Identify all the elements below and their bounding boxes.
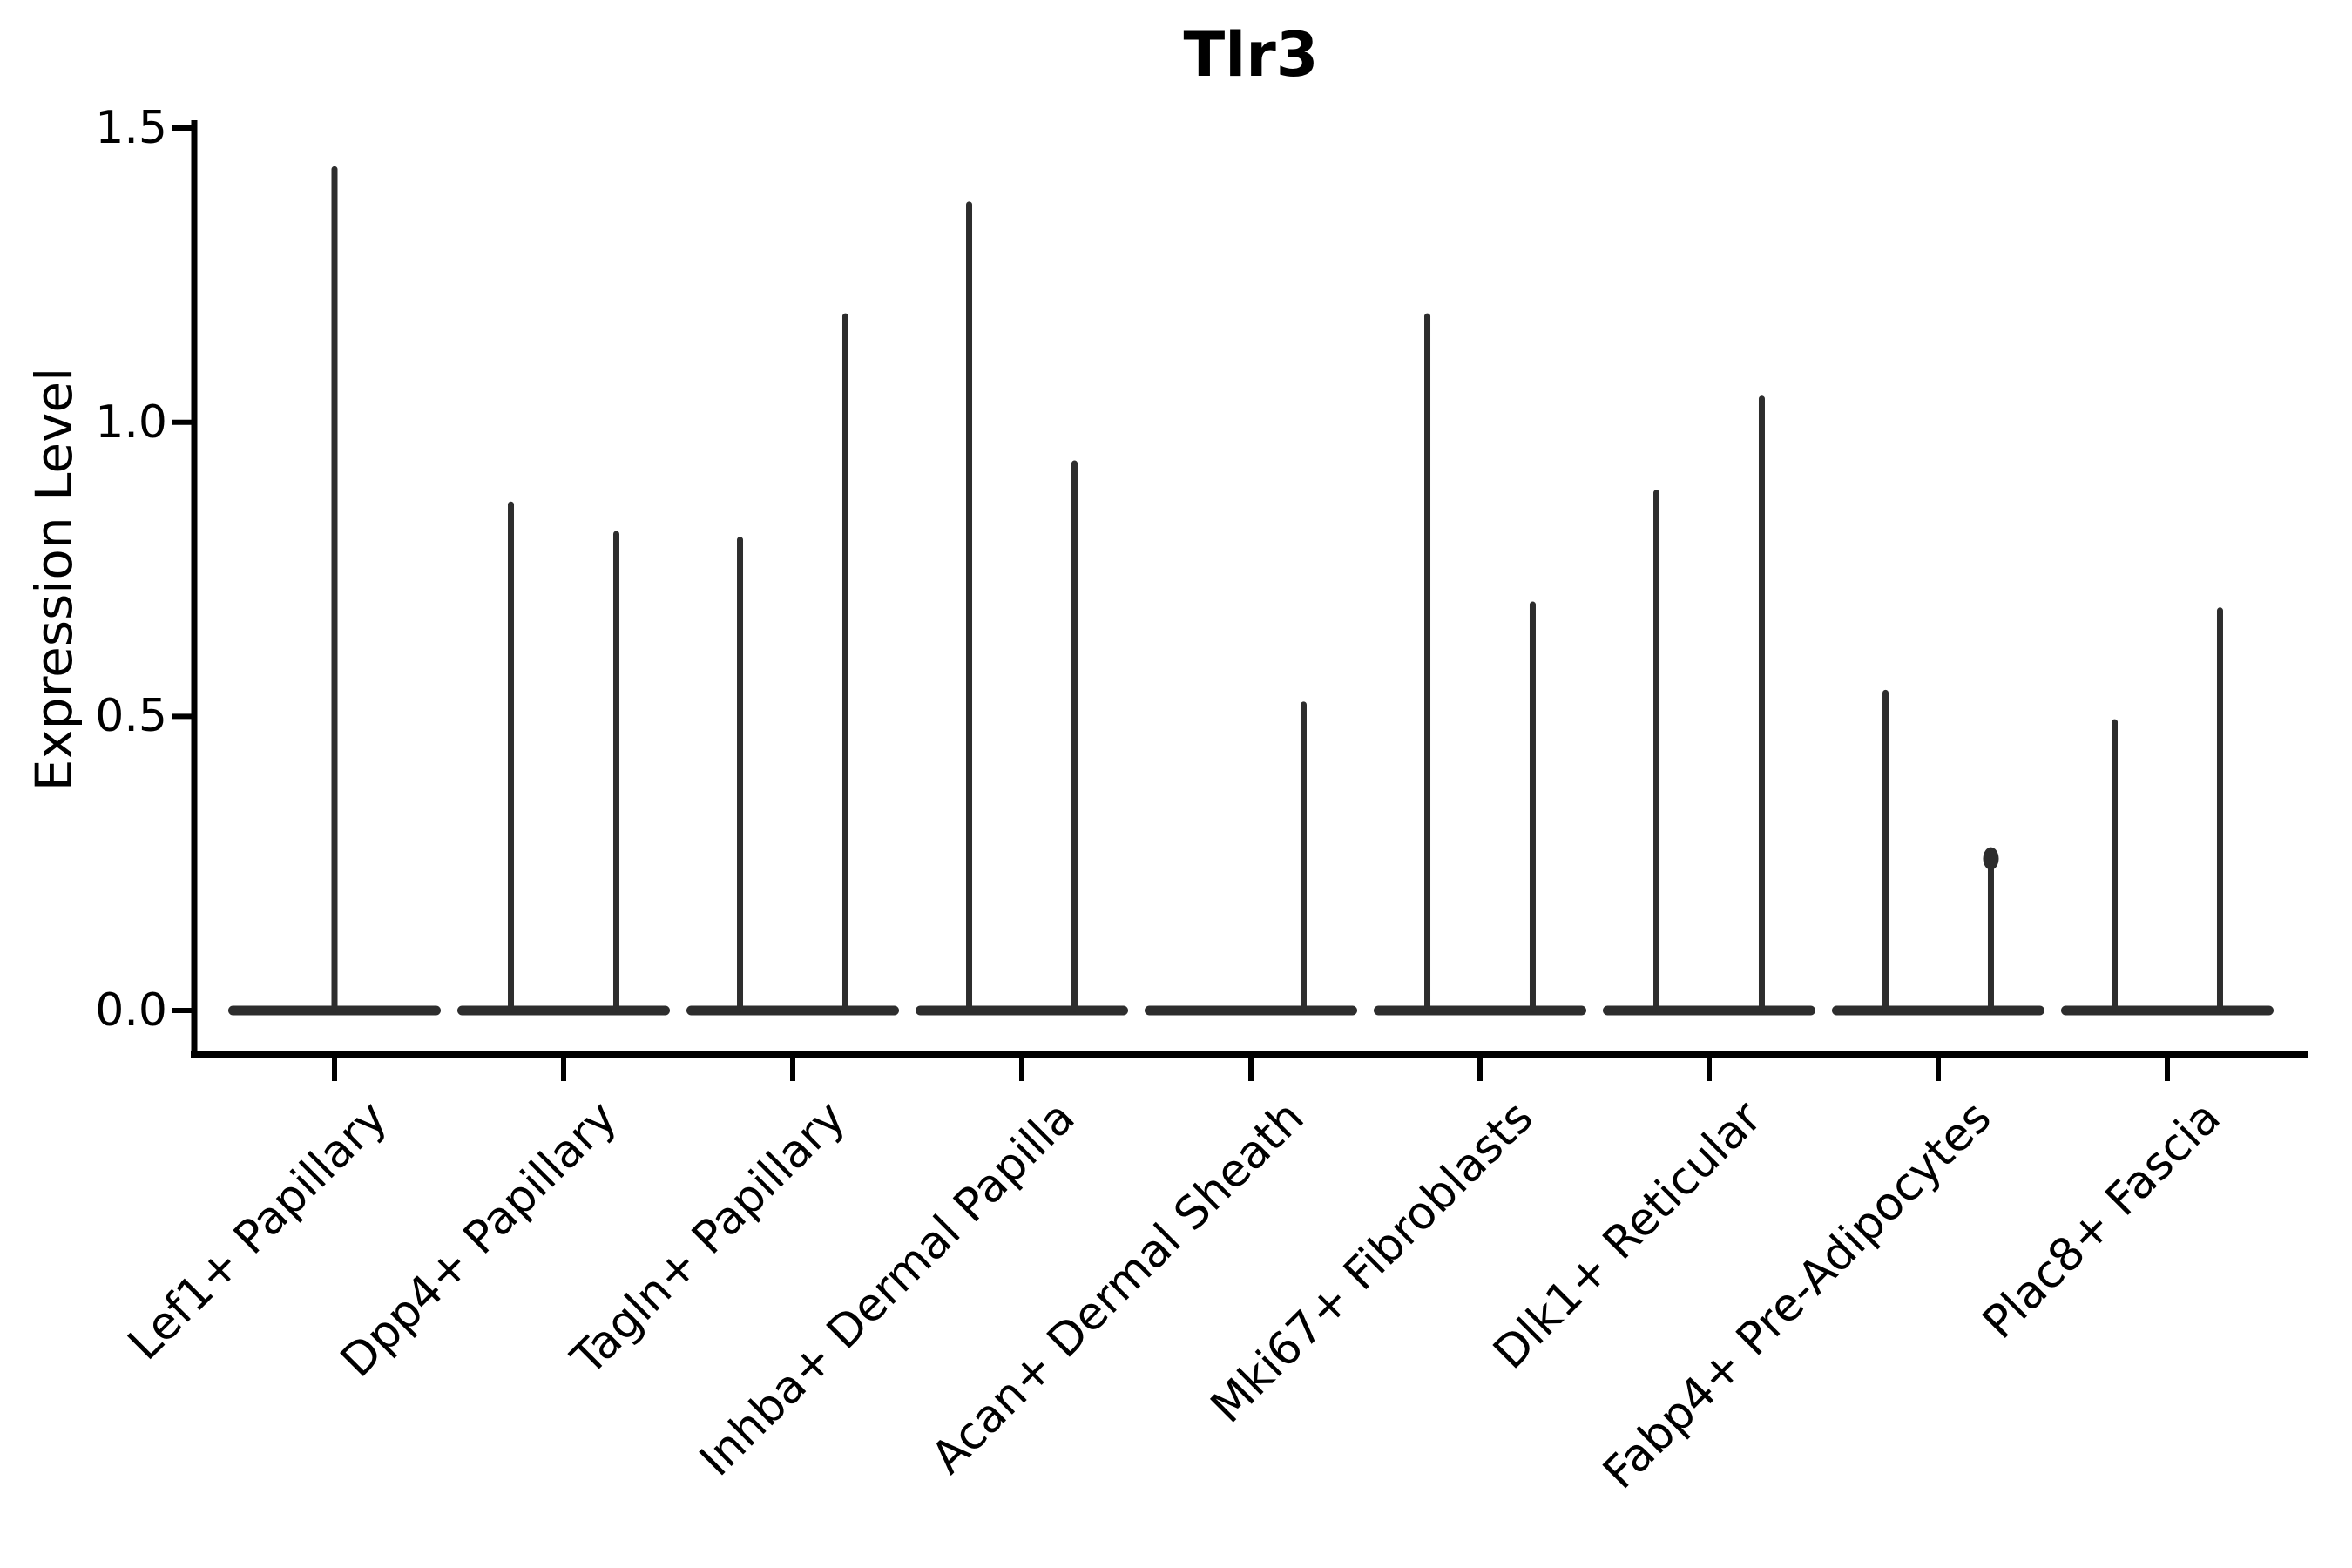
- violin-group: [1603, 395, 1815, 1016]
- violin-group: [228, 166, 441, 1016]
- violin-group: [2061, 607, 2274, 1016]
- y-tick-label: 1.0: [95, 395, 167, 449]
- violin-base: [1603, 1005, 1815, 1016]
- violin-group: [457, 501, 670, 1016]
- violin-group: [1374, 313, 1586, 1016]
- violin-group: [916, 201, 1128, 1016]
- y-tick-label: 1.5: [95, 102, 167, 155]
- violin-base: [916, 1005, 1128, 1016]
- violin-base: [2061, 1005, 2274, 1016]
- chart-title: Tlr3: [1183, 19, 1319, 91]
- violin-base: [686, 1005, 899, 1016]
- y-tick-label: 0.5: [95, 690, 167, 743]
- violin-base: [1832, 1005, 2044, 1016]
- y-tick-label: 0.0: [95, 984, 167, 1037]
- violin-group: [686, 313, 899, 1016]
- violin-base: [1374, 1005, 1586, 1016]
- violin-spike-knob: [1983, 847, 1999, 870]
- violin-base: [457, 1005, 670, 1016]
- violin-group: [1832, 689, 2044, 1016]
- violin-group: [1145, 701, 1357, 1016]
- violin-base: [1145, 1005, 1357, 1016]
